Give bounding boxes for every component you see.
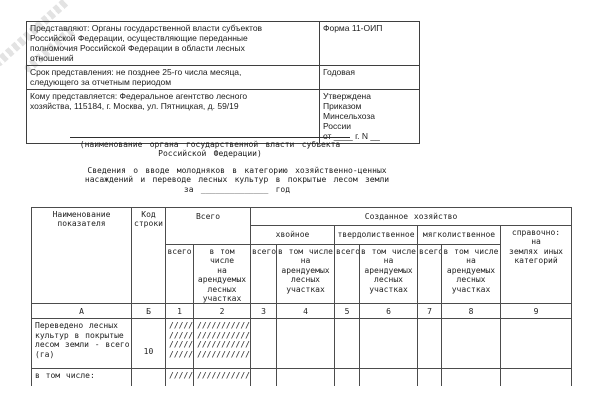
index-cell: 9 [499, 303, 573, 320]
report-title: Сведения о вводе молодняков в категорию … [37, 166, 437, 194]
form-info-table: Представляют: Органы государственной вла… [26, 21, 420, 144]
index-cell: Б [131, 303, 166, 320]
table-row: в том числе: ///// /////////// [31, 368, 573, 386]
hatched-cell: ///// ///// ///// ///// [165, 318, 194, 370]
index-cell: А [31, 303, 132, 320]
report-table: Наименование показателя Код строки Всего… [31, 206, 573, 386]
header-reference: справочно: на землях иных категорий [499, 224, 573, 305]
row-code-cell [131, 368, 166, 386]
form-code-cell: Форма 11-ОИП [319, 21, 420, 66]
empty-data-cell [417, 368, 442, 386]
org-caption: (наименование органа государственной вла… [0, 137, 420, 158]
hatched-cell: /////////// [193, 368, 251, 386]
empty-data-cell [276, 318, 335, 370]
header-subcol-total: всего [250, 243, 277, 305]
index-cell: 7 [417, 303, 442, 320]
empty-data-cell [276, 368, 335, 386]
header-row-code: Код строки [131, 206, 166, 305]
index-cell: 4 [276, 303, 335, 320]
header-subcol-leased: в том числе на арендуемых лесных участка… [441, 243, 501, 305]
header-row-1: Наименование показателя Код строки Всего… [31, 206, 573, 305]
empty-data-cell [334, 318, 360, 370]
header-subcol-leased: в том числе на арендуемых лесных участка… [193, 243, 251, 305]
org-caption-line2: Российской Федерации) [158, 149, 262, 159]
header-subcol-leased: в том числе на арендуемых лесных участка… [359, 243, 418, 305]
index-cell: 8 [441, 303, 501, 320]
header-species-conifer: хвойное [250, 225, 335, 245]
hatched-cell: /////////// /////////// /////////// ////… [193, 318, 251, 370]
empty-data-cell [441, 368, 501, 386]
empty-data-cell [359, 318, 418, 370]
index-cell: 6 [359, 303, 418, 320]
form-info-row: Кому представляется: Федеральное агентст… [26, 89, 420, 144]
index-cell: 3 [250, 303, 277, 320]
header-created-economy: Созданное хозяйство [249, 207, 573, 226]
empty-data-cell [250, 318, 277, 370]
row-name-cell: в том числе: [31, 368, 132, 386]
empty-data-cell [250, 368, 277, 386]
column-index-row: А Б 1 2 3 4 5 6 7 8 9 [31, 303, 573, 320]
form-info-row: Срок представления: не позднее 25-го чис… [26, 65, 420, 90]
deadline-cell: Срок представления: не позднее 25-го чис… [26, 65, 320, 90]
row-name-cell: Переведено лесных культур в покрытые лес… [31, 318, 132, 370]
periodicity-cell: Годовая [319, 65, 420, 90]
form-info-row: Представляют: Органы государственной вла… [26, 21, 420, 66]
index-cell: 1 [165, 303, 194, 320]
row-code-cell: 10 [131, 318, 166, 370]
report-title-line2: насаждений и переводе лесных культур в п… [84, 175, 390, 185]
empty-data-cell [499, 368, 573, 386]
index-cell: 2 [193, 303, 251, 320]
empty-data-cell [334, 368, 360, 386]
approval-cell: Утверждена Приказом Минсельхоза России о… [319, 89, 420, 144]
empty-data-cell [499, 318, 573, 370]
header-subcol-leased: в том числе на арендуемых лесных участка… [276, 243, 335, 305]
table-row: Переведено лесных культур в покрытые лес… [31, 318, 573, 370]
header-row-2: хвойное твердолиственное мягколиственное… [32, 224, 573, 305]
recipient-cell: Кому представляется: Федеральное агентст… [26, 89, 320, 144]
empty-data-cell [417, 318, 442, 370]
header-total: Всего [165, 207, 251, 245]
header-subcol-total: всего [165, 243, 194, 305]
header-subcol-total: всего [334, 243, 360, 305]
org-name-underline [70, 137, 350, 140]
report-title-line1: Сведения о вводе молодняков в категорию … [87, 166, 387, 175]
report-title-line3: за ______________ год [183, 184, 291, 194]
header-subcol-total: всего [417, 243, 442, 305]
header-indicator-name: Наименование показателя [31, 206, 132, 305]
empty-data-cell [359, 368, 418, 386]
hatched-cell: ///// [165, 368, 194, 386]
index-cell: 5 [334, 303, 360, 320]
org-caption-line1: (наименование органа государственной вла… [79, 140, 341, 149]
header-species-softwood: мягколиственное [417, 225, 501, 245]
header-row-3: всего в том числе на арендуемых лесных у… [32, 243, 572, 305]
empty-data-cell [441, 318, 501, 370]
header-species-hardwood: твердолиственное [334, 225, 418, 245]
submitters-cell: Представляют: Органы государственной вла… [26, 21, 320, 66]
